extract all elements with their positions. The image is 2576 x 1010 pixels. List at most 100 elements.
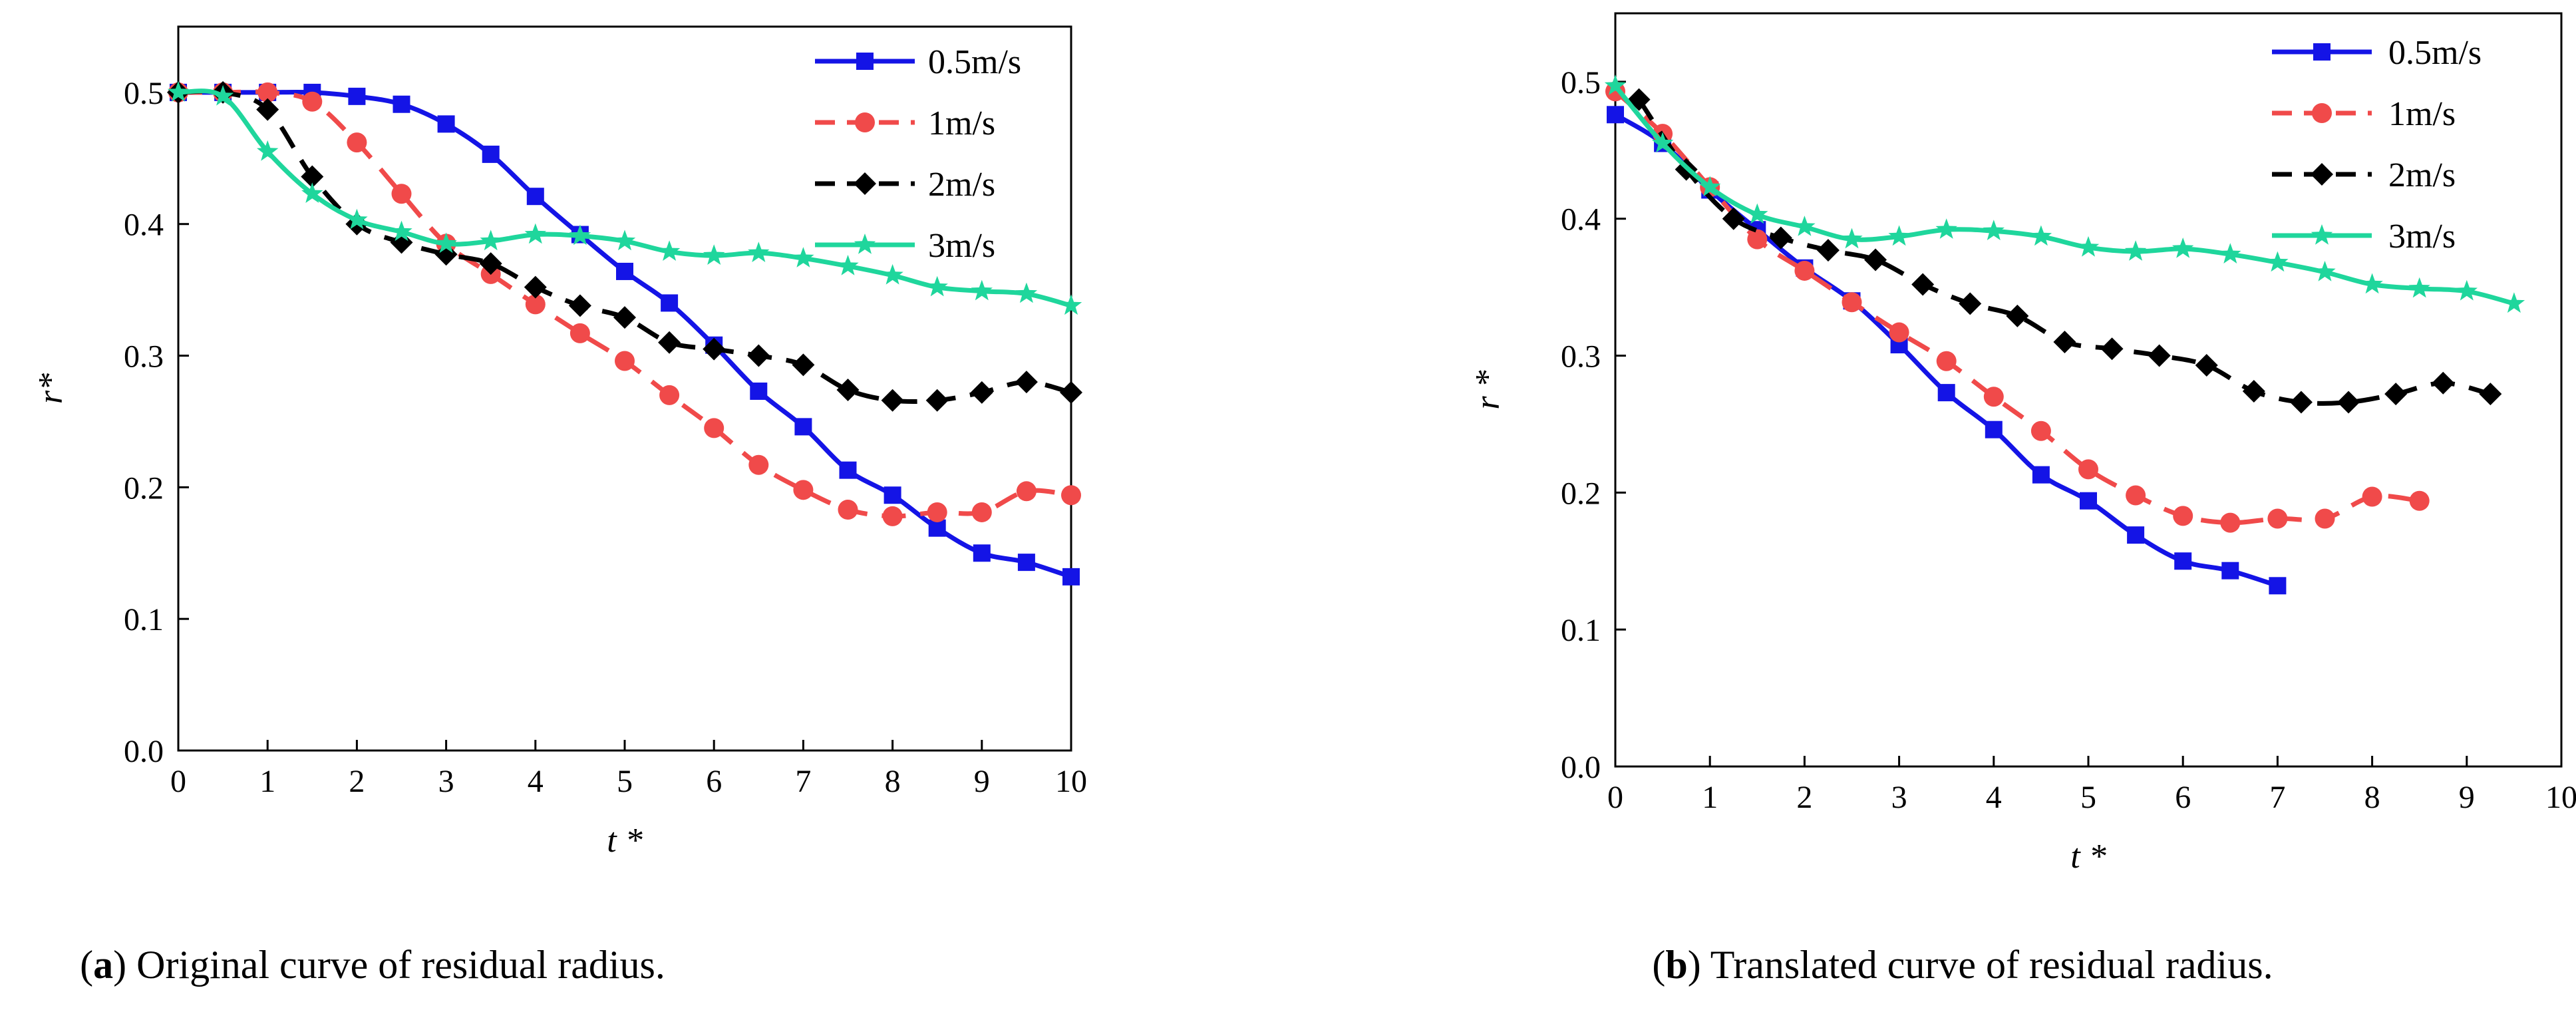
panel-b-data-point bbox=[2362, 486, 2382, 507]
panel-b-data-point bbox=[1864, 248, 1887, 271]
panel-a-data-point bbox=[569, 224, 591, 246]
panel-a-data-point bbox=[703, 244, 725, 265]
panel-b-x-tick-label: 0 bbox=[1607, 780, 1623, 815]
panel-a-series-line-1 bbox=[178, 89, 1072, 519]
panel-a-y-tick-label: 0.0 bbox=[124, 734, 164, 769]
panel-b-data-point bbox=[1911, 273, 1935, 296]
panel-b-data-point bbox=[1746, 203, 1768, 224]
panel-b-data-point bbox=[1841, 228, 1863, 249]
panel-a-data-point bbox=[479, 252, 502, 275]
panel-b-data-point bbox=[1842, 292, 1862, 313]
panel-a-data-point bbox=[793, 480, 814, 500]
panel-b-data-point bbox=[1794, 260, 1815, 281]
panel-a-data-point bbox=[391, 184, 412, 204]
panel-a-data-point bbox=[1062, 568, 1080, 586]
panel-b-series-line-3 bbox=[1613, 84, 2515, 306]
panel-a-data-point bbox=[524, 275, 547, 299]
panel-b-y-tick-label: 0.3 bbox=[1561, 339, 1601, 375]
panel-a-data-point bbox=[348, 87, 366, 105]
panel-a-x-tick-label: 0 bbox=[170, 764, 186, 799]
panel-b-data-point bbox=[2221, 562, 2239, 580]
panel-a-legend-marker-0 bbox=[856, 53, 874, 70]
panel-a-x-tick-label: 1 bbox=[259, 764, 275, 799]
panel-a-x-tick-label: 9 bbox=[974, 764, 990, 799]
panel-a-data-point bbox=[928, 519, 946, 537]
panel-b-data-point bbox=[2030, 421, 2051, 441]
panel-b-data-point bbox=[2479, 383, 2502, 406]
panel-a-y-axis-label: r* bbox=[32, 373, 70, 404]
panel-b-data-point bbox=[2269, 577, 2287, 595]
panel-b-legend-marker-3 bbox=[2311, 224, 2333, 245]
panel-a-data-point bbox=[167, 81, 190, 102]
panel-b-data-point bbox=[1607, 106, 1624, 124]
panel-a-x-tick-label: 6 bbox=[706, 764, 722, 799]
panel-a-data-point bbox=[1061, 485, 1081, 506]
panel-b-data-point bbox=[2173, 506, 2193, 526]
panel-a-x-tick-label: 5 bbox=[617, 764, 633, 799]
panel-b-data-point bbox=[1722, 207, 1745, 230]
panel-a-y-tick-label: 0.3 bbox=[124, 339, 164, 375]
panel-b-data-point bbox=[2124, 240, 2147, 261]
panel-a-data-point bbox=[973, 544, 991, 562]
panel-b-data-point bbox=[1936, 351, 1957, 371]
panel-a-data-point bbox=[747, 344, 770, 367]
panel-a-data-point bbox=[971, 279, 993, 301]
panel-b-x-tick-label: 5 bbox=[2080, 780, 2096, 815]
panel-b-data-point bbox=[2432, 371, 2455, 395]
panel-b-data-point bbox=[2220, 512, 2241, 533]
panel-b-data-point bbox=[2172, 238, 2194, 258]
panel-a-data-point bbox=[882, 263, 903, 285]
panel-b-y-axis-label: r * bbox=[1469, 370, 1507, 409]
panel-b-data-point bbox=[2456, 279, 2478, 301]
panel-a-x-tick-label: 2 bbox=[349, 764, 365, 799]
panel-a-data-point bbox=[390, 231, 413, 254]
panel-a-x-tick-label: 10 bbox=[1055, 764, 1087, 799]
panel-a-data-point bbox=[927, 502, 947, 522]
panel-a-data-point bbox=[615, 351, 635, 371]
panel-b-data-point bbox=[2315, 508, 2335, 529]
panel-a-data-point bbox=[792, 353, 815, 377]
panel-b-data-point bbox=[2100, 337, 2124, 361]
panel-a-data-point bbox=[257, 140, 279, 161]
panel-a-data-point bbox=[437, 115, 455, 133]
panel-a-x-tick-label: 3 bbox=[438, 764, 454, 799]
panel-b-legend-label-3: 3m/s bbox=[2388, 218, 2456, 255]
panel-b-legend-marker-2 bbox=[2311, 163, 2333, 186]
panel-a-y-tick-label: 0.1 bbox=[124, 602, 164, 637]
panel-b-x-tick-label: 2 bbox=[1796, 780, 1812, 815]
panel-b-x-tick-label: 1 bbox=[1702, 780, 1718, 815]
panel-b-data-point bbox=[2314, 261, 2336, 281]
panel-a-x-tick-label: 8 bbox=[885, 764, 901, 799]
panel-a-data-point bbox=[971, 502, 992, 522]
panel-a-data-point bbox=[526, 188, 544, 206]
panel-a-data-point bbox=[393, 95, 410, 113]
panel-a-data-point bbox=[568, 294, 591, 317]
panel-b-data-point bbox=[1794, 216, 1816, 236]
panel-b-data-point bbox=[2078, 459, 2098, 480]
panel-a-data-point bbox=[661, 294, 679, 312]
panel-a-legend-label-0: 0.5m/s bbox=[928, 43, 1021, 81]
panel-a-data-point bbox=[301, 182, 323, 203]
panel-b-data-point bbox=[2242, 380, 2265, 403]
panel-b-data-point bbox=[2267, 251, 2289, 272]
panel-b-x-tick-label: 7 bbox=[2269, 780, 2285, 815]
panel-a-y-tick-label: 0.2 bbox=[124, 470, 164, 506]
panel-b-legend-marker-0 bbox=[2313, 43, 2331, 61]
panel-b-chart: 0 1 2 3 4 5 6 7 8 9 10 0.0 0.1 0.2 0.3 0.4 0.5 t * r * 0.5m… bbox=[1469, 12, 2576, 876]
panel-a-data-point bbox=[616, 262, 633, 280]
panel-b-data-point bbox=[1651, 132, 1674, 153]
panel-a-x-tick-label: 7 bbox=[795, 764, 811, 799]
panel-a-legend-marker-1 bbox=[855, 112, 875, 132]
panel-b-y-tick-label: 0.2 bbox=[1561, 476, 1601, 511]
panel-a-data-point bbox=[391, 220, 412, 242]
panel-a-x-tick-label: 4 bbox=[528, 764, 544, 799]
panel-b-data-point bbox=[2053, 330, 2076, 353]
panel-a-data-point bbox=[256, 98, 279, 121]
panel-b-x-tick-label: 4 bbox=[1986, 780, 2002, 815]
panel-b-data-point bbox=[2361, 273, 2383, 294]
panel-b-data-point bbox=[1937, 384, 1955, 402]
panel-b-series-line-2 bbox=[1637, 98, 2492, 406]
panel-a-data-point bbox=[658, 240, 681, 261]
panel-b-data-point bbox=[2384, 383, 2408, 406]
